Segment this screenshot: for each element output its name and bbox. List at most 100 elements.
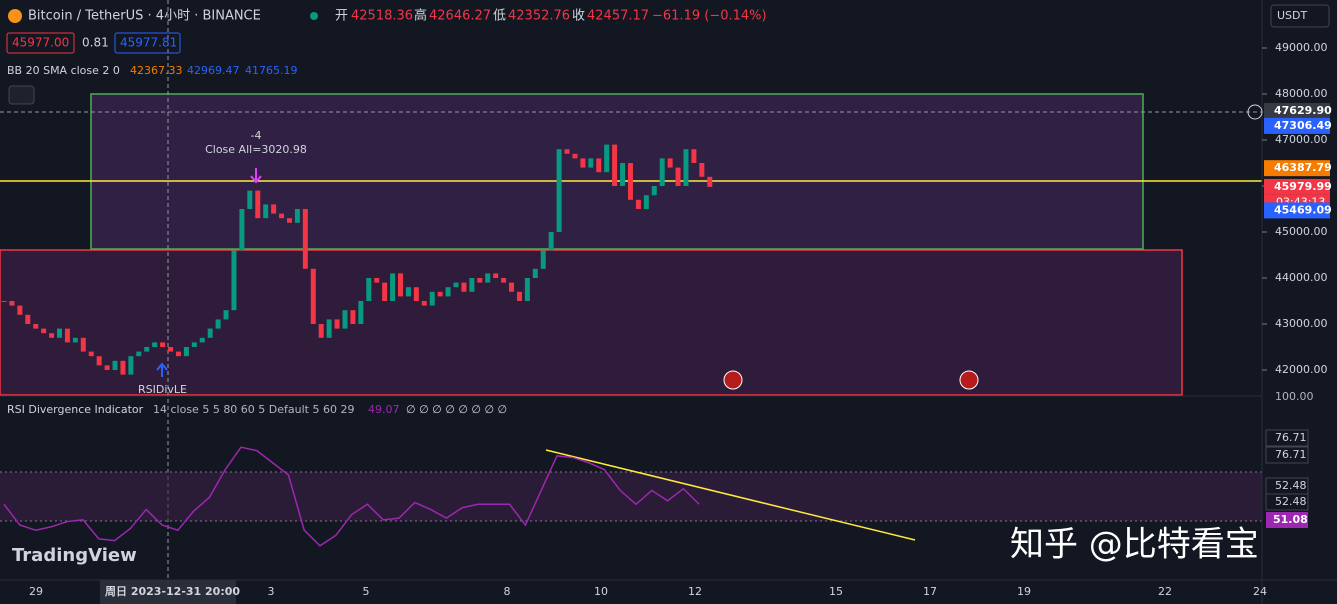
low: 42352.76: [508, 9, 570, 24]
price-tick-label: 43000.00: [1275, 317, 1328, 330]
change: −61.19 (−0.14%): [652, 9, 767, 24]
candle: [104, 365, 110, 370]
bb-lower: 41765.19: [245, 64, 298, 77]
rsi-current: 51.08: [1273, 513, 1308, 526]
candle: [120, 360, 126, 375]
candle: [627, 163, 633, 200]
event-flag[interactable]: [959, 370, 979, 390]
rsi-level-box: [1265, 493, 1309, 511]
watermark: 知乎 @比特看宝: [1010, 525, 1259, 565]
rsi-level-label: 52.48: [1275, 495, 1307, 508]
candle: [96, 356, 102, 366]
candle: [279, 213, 285, 219]
cursor-date: 周日 2023-12-31 20:00: [105, 585, 240, 598]
time-tick-label: 5: [363, 585, 370, 598]
rsi-label: RSI Divergence Indicator: [7, 403, 144, 416]
sell-button[interactable]: [6, 32, 75, 54]
candle: [231, 250, 237, 311]
close: 42457.17: [587, 9, 649, 24]
candle: [33, 324, 39, 329]
high-label: 高: [414, 8, 427, 24]
bb-basis: 42367.33: [130, 64, 183, 77]
open-label: 开: [335, 9, 348, 24]
time-tick-label: 22: [1158, 585, 1172, 598]
candle: [88, 351, 94, 357]
price-label-box: [1264, 178, 1330, 195]
price-label-box: [1264, 160, 1330, 177]
candle: [25, 314, 31, 324]
candle: [651, 186, 657, 196]
candle: [49, 333, 55, 338]
candle: [128, 356, 134, 375]
candle: [215, 319, 221, 329]
buy-button[interactable]: [114, 32, 181, 54]
collapse-button[interactable]: [8, 85, 35, 105]
red-zone: [0, 249, 1183, 396]
candle: [318, 324, 324, 338]
open: 42518.36: [351, 9, 413, 24]
time-tick-label: 8: [504, 585, 511, 598]
candle: [112, 360, 118, 370]
candle: [255, 190, 261, 219]
candle: [707, 176, 713, 187]
price-label: 45469.09: [1274, 203, 1332, 216]
candle: [191, 342, 197, 347]
high: 42646.27: [429, 9, 491, 24]
candle: [691, 149, 697, 163]
rsi-level-label: 76.71: [1275, 448, 1307, 461]
cursor-date-box: [100, 580, 236, 604]
candle: [326, 319, 332, 338]
rsi-level-label: 52.48: [1275, 479, 1307, 492]
currency[interactable]: USDT: [1277, 9, 1308, 22]
candle: [683, 149, 689, 186]
candle: [469, 278, 475, 292]
rsi-level-box: [1265, 429, 1309, 447]
price-label-box: [1264, 117, 1330, 134]
price-tick-label: 48000.00: [1275, 87, 1328, 100]
candle: [604, 144, 610, 173]
price-label-box: [1264, 202, 1330, 219]
time-tick-label: 24: [1253, 585, 1267, 598]
time-tick-label: 29: [29, 585, 43, 598]
close-label: 收: [572, 9, 585, 24]
symbol[interactable]: Bitcoin / TetherUS · 4小时 · BINANCE: [28, 9, 261, 24]
price-tick-label: 44000.00: [1275, 271, 1328, 284]
candle: [302, 209, 308, 269]
add-button[interactable]: [1247, 104, 1263, 120]
candle: [263, 204, 269, 219]
candle: [350, 310, 356, 324]
candle: [17, 305, 23, 315]
currency-select[interactable]: [1270, 4, 1330, 28]
candle: [199, 337, 205, 343]
candle: [445, 287, 451, 297]
candle: [675, 167, 681, 186]
rsi-line: [3, 446, 700, 547]
price-tick-label: 49000.00: [1275, 41, 1328, 54]
logo: TradingView: [12, 545, 137, 566]
price-tick-label: 45000.00: [1275, 225, 1328, 238]
candle: [699, 163, 705, 177]
candle: [405, 287, 411, 297]
candle: [358, 301, 364, 324]
order-text: Close All=3020.98: [205, 143, 307, 156]
candle: [374, 278, 380, 283]
candle: [152, 342, 158, 347]
candle: [294, 209, 300, 223]
event-flag[interactable]: [723, 370, 743, 390]
candle: [9, 301, 15, 306]
sell-price[interactable]: 45977.00: [12, 36, 69, 50]
candle: [286, 218, 292, 223]
candle: [620, 163, 626, 186]
candle: [437, 291, 443, 297]
candle: [72, 337, 78, 343]
candle: [524, 278, 530, 301]
candle: [477, 278, 483, 283]
buy-price[interactable]: 45977.81: [120, 36, 177, 50]
rsi-axis-top: 100.00: [1275, 390, 1314, 403]
candle: [398, 273, 403, 297]
trend-line: [545, 449, 916, 541]
time-tick-label: 15: [829, 585, 843, 598]
exit-arrow: [250, 168, 262, 184]
